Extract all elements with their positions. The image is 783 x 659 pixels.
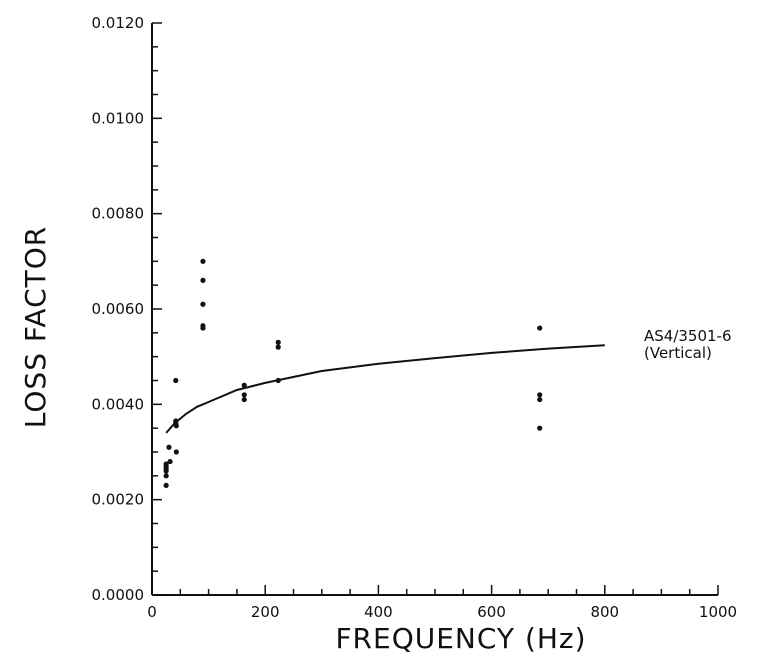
x-tick-label: 200 xyxy=(251,603,280,621)
x-tick-label: 1000 xyxy=(699,603,737,621)
data-point xyxy=(200,277,206,283)
x-axis-title: FREQUENCY (Hz) xyxy=(335,622,586,655)
data-point xyxy=(173,377,179,384)
data-point xyxy=(275,339,281,345)
y-axis-title: LOSS FACTOR xyxy=(19,226,52,428)
data-point xyxy=(537,325,543,331)
fit-curve-line xyxy=(165,344,605,434)
y-tick-labels: 0.0000 0.0020 0.0040 0.0060 0.0080 0.0100 0.01… xyxy=(92,14,145,604)
data-point xyxy=(166,444,172,450)
x-tick-label: 800 xyxy=(590,603,619,621)
data-point xyxy=(537,392,543,398)
y-tick-label: 0.0020 xyxy=(92,491,145,509)
data-point xyxy=(200,301,206,307)
data-point xyxy=(163,473,169,479)
y-tick-label: 0.0080 xyxy=(92,205,145,223)
fit-curve xyxy=(165,344,605,434)
data-point xyxy=(537,425,543,431)
data-point xyxy=(173,449,179,455)
y-tick-label: 0.0040 xyxy=(92,395,145,413)
data-point xyxy=(275,344,281,350)
x-tick-labels: 0 200 400 600 800 1000 xyxy=(147,603,737,621)
tick-marks xyxy=(151,22,719,596)
data-point xyxy=(241,396,247,403)
x-tick-label: 0 xyxy=(147,603,157,621)
x-tick-label: 400 xyxy=(364,603,393,621)
data-point xyxy=(241,382,247,388)
data-point xyxy=(167,458,173,465)
x-tick-label: 600 xyxy=(477,603,506,621)
y-tick-label: 0.0000 xyxy=(92,586,145,604)
data-point xyxy=(241,392,247,398)
data-point xyxy=(275,377,281,384)
curve-annotation-line1: AS4/3501-6 xyxy=(644,327,732,345)
y-tick-label: 0.0100 xyxy=(92,109,145,127)
axes xyxy=(151,23,718,596)
data-point xyxy=(163,461,169,467)
y-tick-label: 0.0060 xyxy=(92,300,145,318)
y-tick-label: 0.0120 xyxy=(92,14,145,32)
data-point xyxy=(200,325,206,331)
data-point xyxy=(537,396,543,403)
data-points xyxy=(163,258,543,488)
data-point xyxy=(200,258,206,264)
data-point xyxy=(173,423,179,429)
curve-annotation-line2: (Vertical) xyxy=(644,344,712,362)
data-point xyxy=(163,482,169,488)
